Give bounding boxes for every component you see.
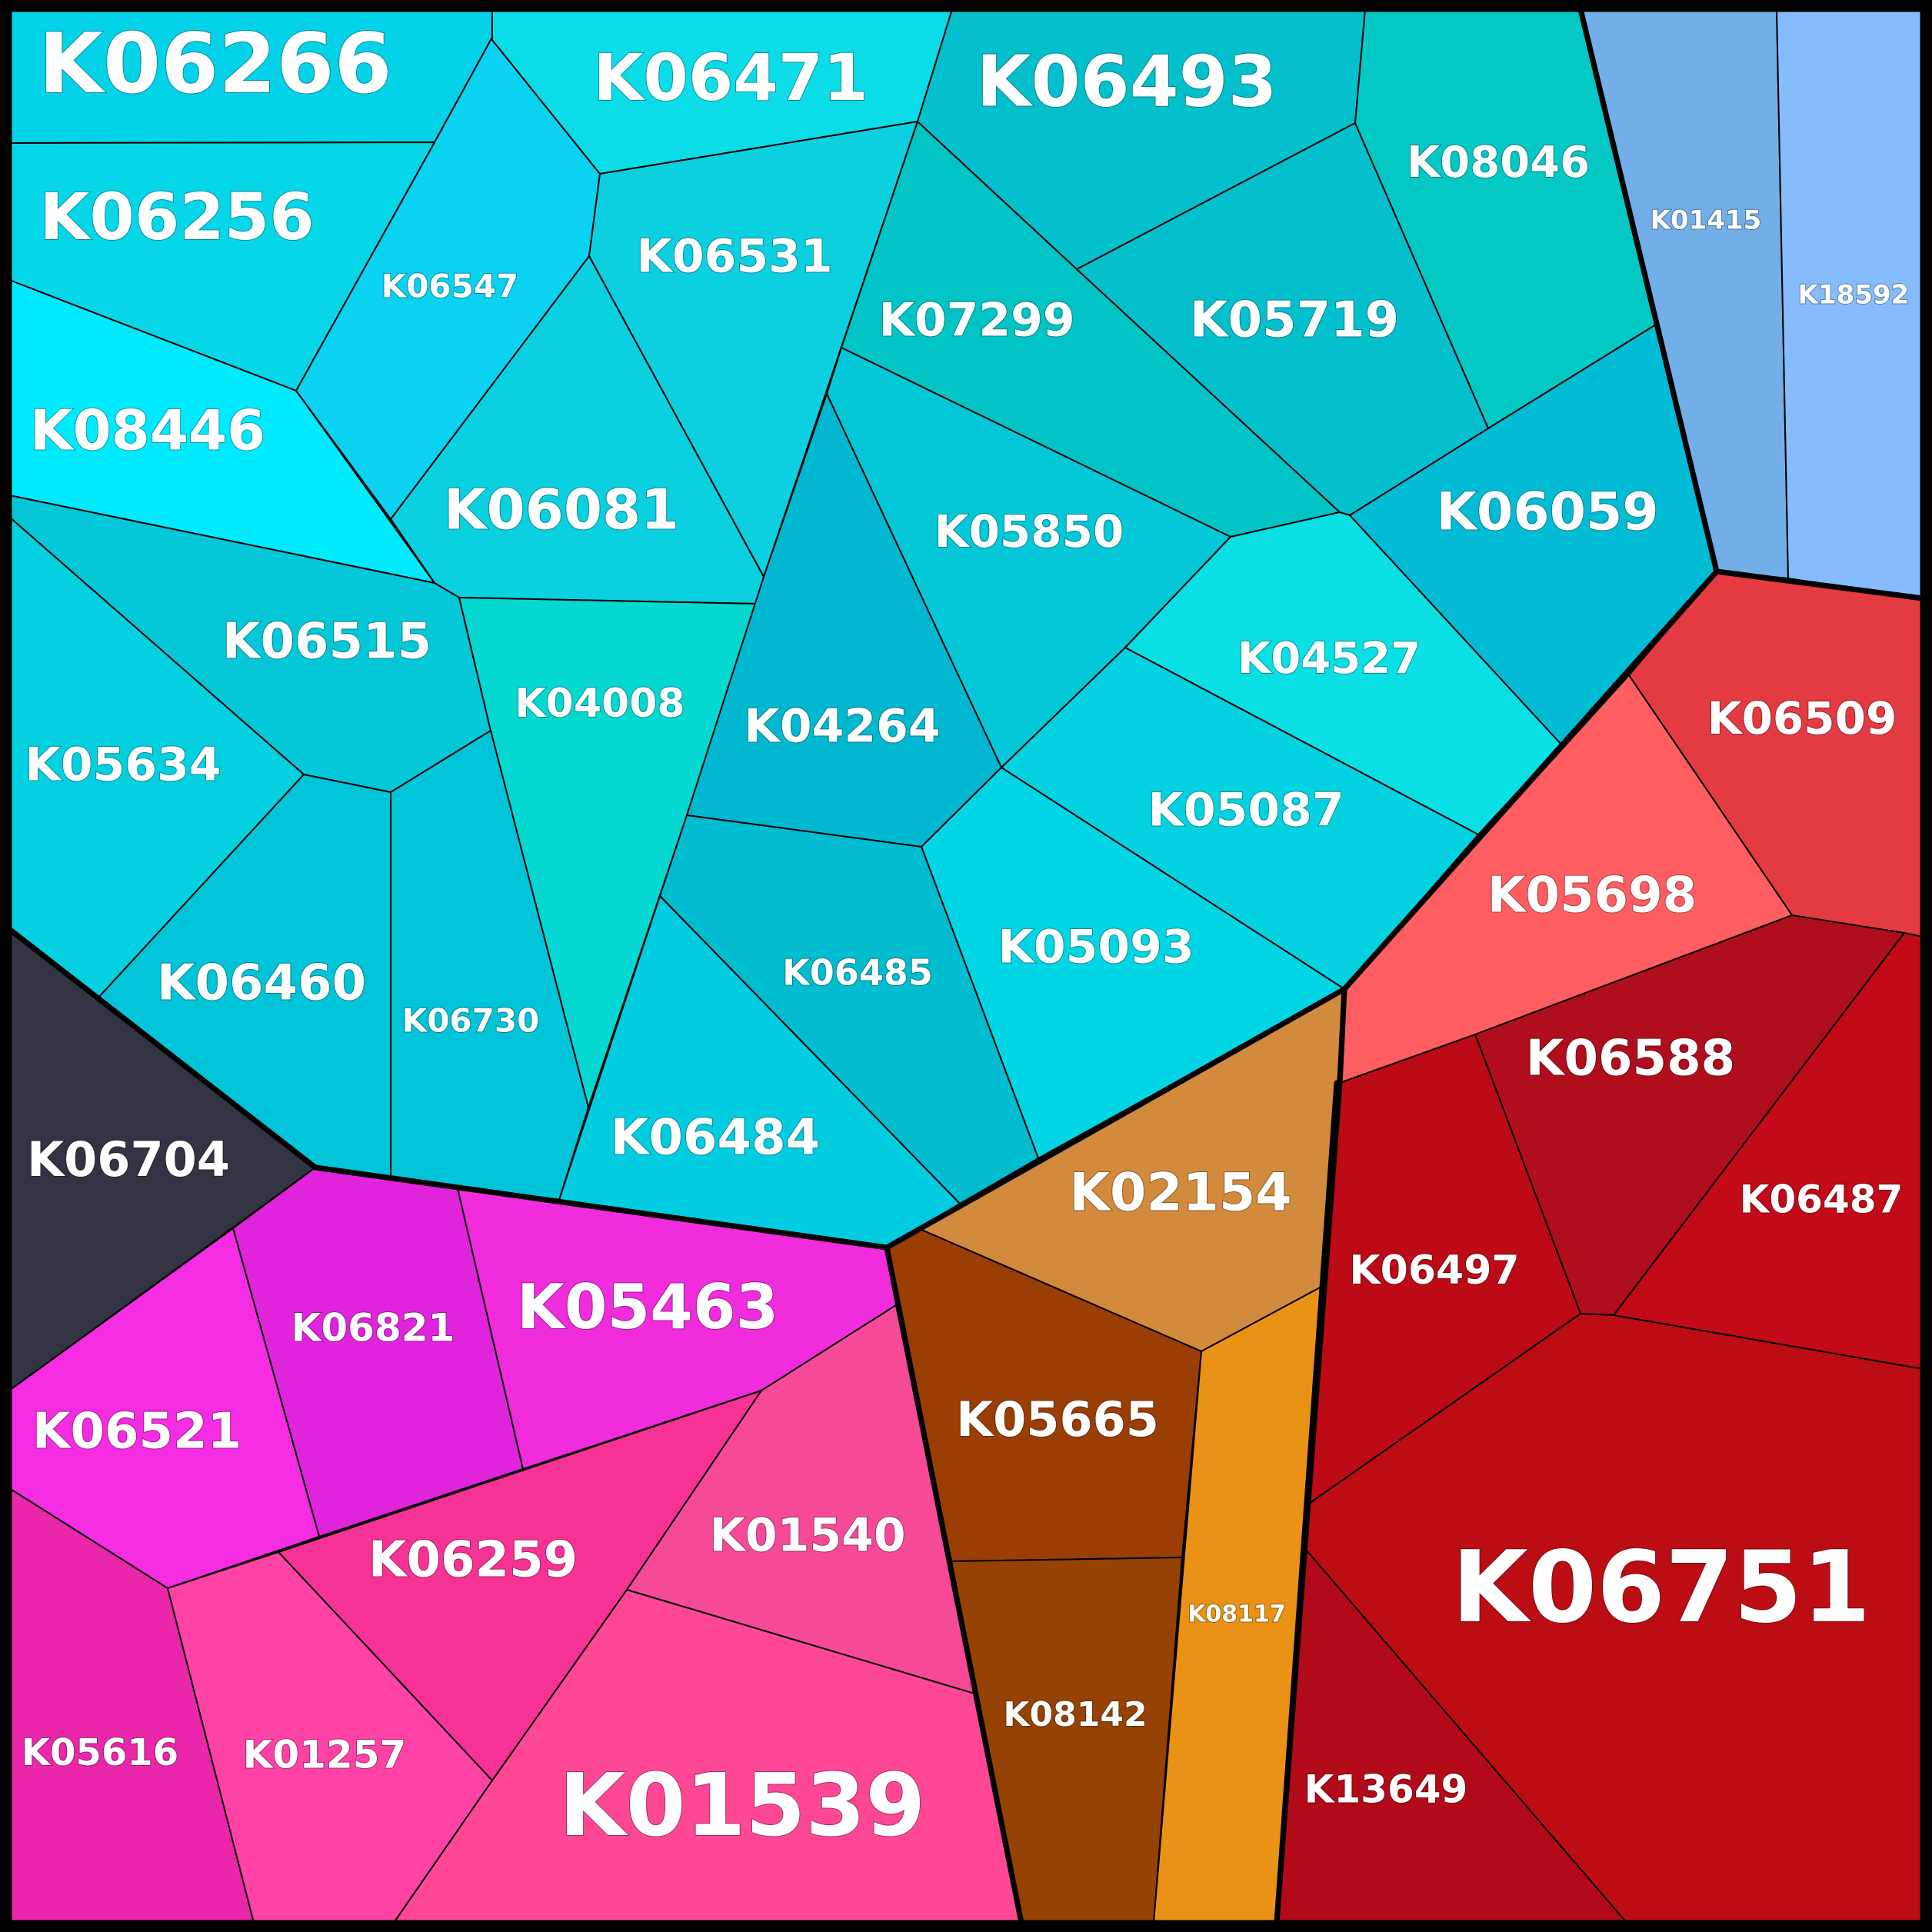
cell-label: K06484 [611,1110,820,1167]
cell-label: K04264 [744,700,940,754]
cell-label: K18592 [1798,280,1910,311]
cell-label: K05634 [25,738,221,792]
label-layer: K06266 K06256 K08446 K06547 K06471 K06531 K060… [21,15,1910,1857]
cell-label: K06259 [368,1532,578,1589]
cell-label: K06521 [32,1404,242,1461]
cell-label: K06485 [782,952,933,994]
cell-label: K08117 [1188,1601,1286,1628]
cell-label: K05093 [998,921,1194,974]
cell-label: K06460 [157,955,366,1012]
cell-label: K01257 [243,1733,407,1777]
cell-label: K05087 [1148,784,1344,838]
cell-label: K06081 [444,478,679,542]
cell-label: K06531 [636,230,832,284]
cell-label: K04008 [515,681,685,727]
cell-label: K06509 [1707,692,1897,744]
cell-label: K05665 [956,1391,1159,1447]
cell-label: K01539 [559,1756,925,1856]
cell-label: K08446 [30,398,265,463]
cell-label: K08142 [1003,1695,1147,1734]
cell-label: K04527 [1237,634,1421,684]
cell-label: K06821 [291,1306,455,1351]
cell-label: K06751 [1452,1531,1871,1645]
cell-label: K06588 [1526,1031,1735,1088]
cell-label: K06487 [1740,1178,1904,1222]
cell-label: K02154 [1069,1163,1291,1224]
cell-label: K06493 [976,40,1277,122]
cell-label: K06497 [1349,1247,1519,1294]
cell-label: K06547 [381,268,519,305]
cell-label: K05616 [22,1731,178,1774]
cell-label: K06730 [402,1002,540,1040]
cell-label: K07299 [878,294,1074,348]
cell-label: K06515 [222,614,431,671]
cell-label: K05850 [934,505,1124,558]
cell-layer [8,8,1924,1924]
cell-label: K05719 [1190,292,1399,349]
cell-label: K08046 [1407,138,1590,188]
cell-label: K01540 [709,1509,905,1563]
cell-label: K01415 [1651,205,1762,236]
cell-label: K06059 [1436,482,1658,543]
cell-label: K05463 [517,1271,778,1343]
cell-label: K06266 [38,16,391,112]
cell-label: K06704 [27,1131,230,1188]
cell-label: K06471 [593,40,868,115]
cell-label: K05698 [1487,868,1697,924]
cell-label: K13649 [1304,1767,1468,1812]
cell-label: K06256 [39,179,314,255]
